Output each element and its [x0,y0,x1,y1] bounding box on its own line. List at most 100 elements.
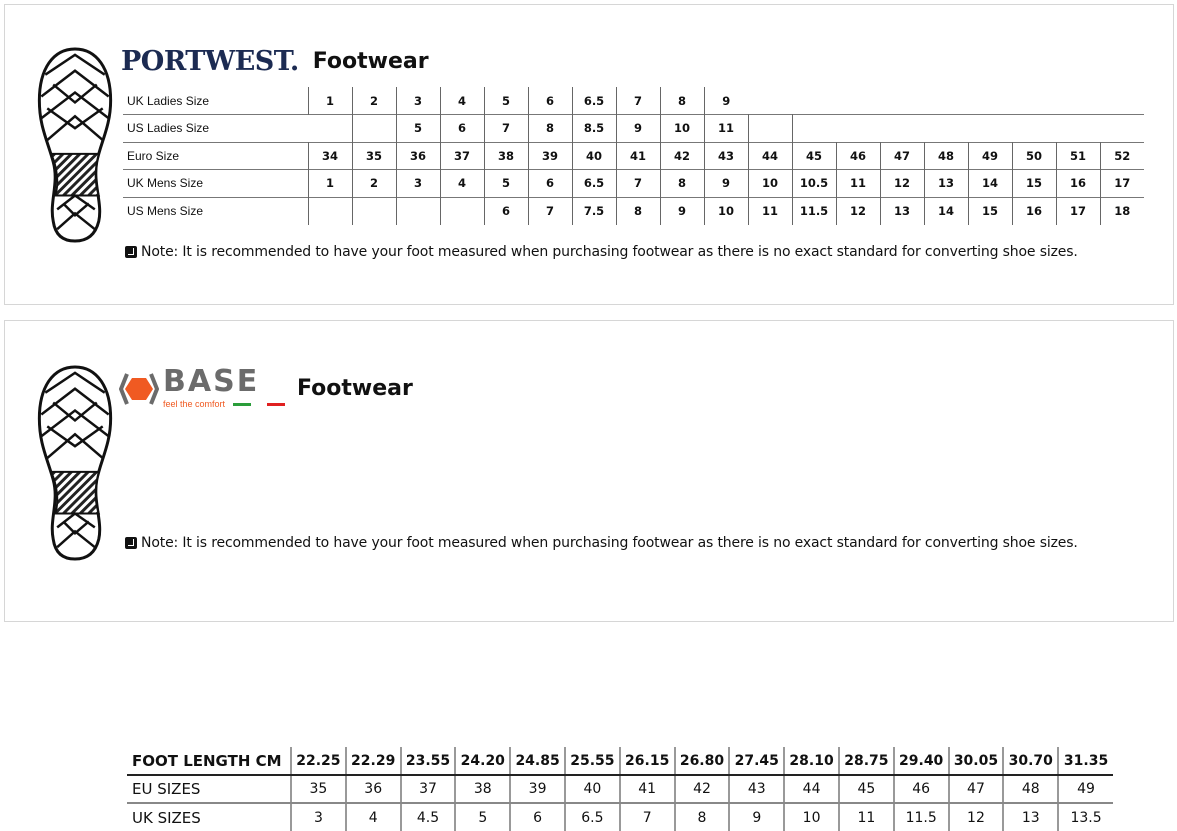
size-cell: 45 [791,142,836,170]
size-cell: 7 [618,803,675,831]
size-cell: 9 [728,803,785,831]
size-cell: 12 [879,169,924,197]
portwest-size-table: UK Ladies Size 1 2 3 4 5 6 6.5 7 8 9 US Ladies Size… [123,87,1144,225]
size-cell: 44 [747,142,792,170]
size-cell: 42 [659,142,704,170]
size-cell: 22.29 [344,747,401,776]
size-cell: 8 [615,197,660,225]
size-cell: 8 [527,114,572,142]
size-cell: 11.5 [791,197,836,225]
size-cell: 35 [290,775,346,804]
size-cell: 6.5 [571,169,616,197]
size-cell [880,87,924,115]
size-cell [1012,115,1056,143]
size-cell: 15 [1011,169,1056,197]
base-tagline: feel the comfort [163,399,226,409]
size-cell: 14 [923,197,968,225]
size-cell: 2 [351,87,396,115]
checkbox-icon [125,537,137,549]
size-cell: 43 [728,775,785,804]
size-cell [351,197,396,225]
size-cell: 17 [1099,169,1144,197]
size-cell: 6 [483,197,528,225]
size-cell: 7.5 [571,197,616,225]
size-cell: 12 [835,197,880,225]
size-cell [1012,87,1056,115]
portwest-title: Footwear [312,49,429,74]
size-cell: 4 [439,87,484,115]
size-cell: 17 [1055,197,1100,225]
size-cell: 6.5 [571,87,616,115]
size-cell: 6 [527,87,572,115]
size-cell: 1 [307,169,352,197]
base-wordmark: BASE [163,364,260,399]
size-cell: 13 [923,169,968,197]
size-cell: 38 [483,142,528,170]
table-row: US Ladies Size 5 6 7 8 8.5 9 10 11 [123,114,1144,143]
size-cell: 31.35 [1057,747,1113,776]
size-cell: 4.5 [399,803,456,831]
row-label: US Mens Size [127,204,204,218]
size-cell: 26.15 [618,747,675,776]
size-cell: 6 [509,803,565,831]
size-cell [968,115,1012,143]
size-cell: 16 [1011,197,1056,225]
shoe-sole-icon [37,365,113,561]
size-cell: 8 [659,169,704,197]
size-cell [1056,115,1100,143]
size-cell: 34 [307,142,352,170]
table-row: EU SIZES 35 36 37 38 39 40 41 42 43 44 45 46 47 48 49 [127,775,1113,804]
size-cell [836,115,880,143]
table-row: US Mens Size 6 7 7.5 8 9 10 11 11.5 12 13 14 15 16 17 1… [123,197,1144,225]
size-cell: 10 [783,803,839,831]
size-cell [351,114,396,142]
size-cell: 13.5 [1057,803,1113,831]
size-cell: 43 [703,142,748,170]
size-cell: 10 [703,197,748,225]
size-cell: 25.55 [563,747,620,776]
size-cell: 5 [454,803,511,831]
size-cell: 7 [615,87,660,115]
size-cell: 28.10 [783,747,839,776]
size-cell: 49 [1057,775,1113,804]
size-cell: 24.20 [454,747,511,776]
size-cell: 39 [527,142,572,170]
base-size-chart: BASE feel the comfort Footwear FOOT LENG… [4,320,1174,831]
size-cell [395,197,440,225]
size-cell: 5 [483,87,528,115]
table-row: UK SIZES 3 4 4.5 5 6 6.5 7 8 9 10 11 11.5 12 13 13.5 [127,803,1113,831]
size-cell: 48 [1002,775,1059,804]
size-cell: 1 [307,87,352,115]
size-cell: 24.85 [509,747,565,776]
size-cell: 6 [527,169,572,197]
size-cell: 9 [659,197,704,225]
size-cell: 46 [892,775,949,804]
size-cell [924,115,968,143]
row-label: EU SIZES [127,775,291,804]
size-cell: 7 [527,197,572,225]
size-cell: 29.40 [892,747,949,776]
size-cell: 10 [747,169,792,197]
size-cell: 13 [1002,803,1059,831]
size-cell [880,115,924,143]
size-cell: 45 [837,775,894,804]
size-cell [924,87,968,115]
size-cell: 44 [783,775,839,804]
size-cell [747,114,792,142]
size-cell: 4 [439,169,484,197]
table-row: FOOT LENGTH CM 22.25 22.29 23.55 24.20 24.85 2… [127,747,1113,776]
size-cell: 15 [967,197,1012,225]
size-cell: 42 [673,775,730,804]
size-cell: 2 [351,169,396,197]
size-cell: 41 [615,142,660,170]
base-title: Footwear [297,376,413,401]
size-cell: 5 [395,114,440,142]
size-cell: 11 [837,803,894,831]
size-cell: 40 [563,775,620,804]
size-cell [792,87,836,115]
size-cell: 13 [879,197,924,225]
size-cell: 3 [290,803,346,831]
row-label: UK SIZES [132,808,201,827]
size-cell: 37 [399,775,456,804]
note-text: Note: It is recommended to have your foo… [141,244,1078,260]
